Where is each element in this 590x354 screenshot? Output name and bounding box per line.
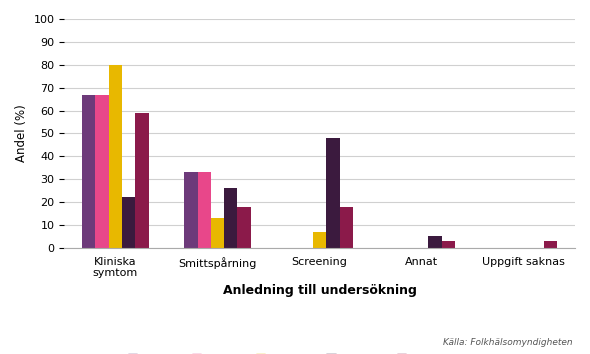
- Bar: [82, 95, 96, 248]
- Bar: [428, 236, 442, 248]
- X-axis label: Anledning till undersökning: Anledning till undersökning: [222, 284, 417, 297]
- Text: Källa: Folkhälsomyndigheten: Källa: Folkhälsomyndigheten: [442, 338, 572, 347]
- Bar: [198, 172, 211, 248]
- Bar: [313, 232, 326, 248]
- Bar: [442, 241, 455, 248]
- Legend: 2012 (3), 2013 (9), 2014 (15), 2015 (23), 2016 (34): 2012 (3), 2013 (9), 2014 (15), 2015 (23)…: [123, 349, 465, 354]
- Bar: [326, 138, 340, 248]
- Bar: [96, 95, 109, 248]
- Bar: [544, 241, 557, 248]
- Bar: [184, 172, 198, 248]
- Bar: [211, 218, 224, 248]
- Bar: [135, 113, 149, 248]
- Bar: [340, 207, 353, 248]
- Bar: [109, 65, 122, 248]
- Y-axis label: Andel (%): Andel (%): [15, 104, 28, 162]
- Bar: [122, 198, 135, 248]
- Bar: [237, 207, 251, 248]
- Bar: [224, 188, 237, 248]
